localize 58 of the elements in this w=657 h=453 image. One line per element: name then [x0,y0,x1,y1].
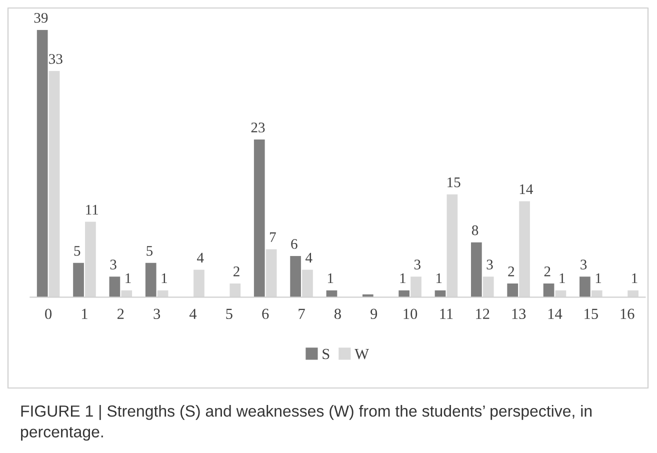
bar [580,276,590,298]
bar [145,262,156,298]
legend-label: W [354,349,369,360]
data-label: 5 [146,246,153,256]
x-tick-label: 4 [189,308,197,319]
legend-label: S [322,348,330,360]
bar [507,283,518,298]
x-tick-label: 0 [45,308,52,320]
x-tick-label: 7 [298,308,305,319]
data-label: 33 [49,54,62,64]
x-tick-label: 5 [226,308,232,320]
caption: FIGURE 1 | Strengths (S) and weaknesses (W) from the students’ perspective, in percentage. [21,405,592,441]
x-tick-label: 14 [548,308,562,319]
x-tick-label: 10 [404,308,418,320]
x-tick-label: 8 [334,308,341,320]
data-label: 11 [86,204,98,215]
bar [254,140,265,298]
data-label: 14 [520,184,533,194]
data-label: 39 [34,12,48,23]
data-label: 1 [126,273,131,284]
data-label: 3 [110,260,116,270]
data-label: 7 [270,232,276,242]
data-label: 5 [74,246,80,256]
data-label: 4 [197,252,204,262]
data-label: 3 [580,260,587,270]
x-tick-label: 16 [620,308,634,320]
bar [36,30,48,298]
x-tick-label: 2 [118,308,124,319]
data-label: 1 [632,273,638,284]
data-label: 1 [596,273,602,284]
bar [73,262,84,298]
x-tick-label: 13 [512,308,526,320]
bar [471,242,482,298]
data-label: 15 [448,177,460,188]
bar [109,276,120,298]
data-label: 23 [251,122,265,132]
data-label: 2 [234,266,240,276]
data-label: 4 [306,252,312,262]
data-label: 3 [486,260,493,270]
x-tick-label: 6 [262,308,269,320]
data-label: 1 [400,273,406,284]
data-label: 1 [560,273,565,284]
data-label: 2 [508,266,514,276]
data-label: 2 [544,266,550,276]
x-tick-label: 9 [370,308,378,320]
data-label: 3 [414,260,420,270]
x-tick-label: 3 [154,308,160,320]
data-label: 6 [291,239,298,249]
data-label: 1 [436,273,442,284]
x-tick-label: 15 [584,308,598,320]
x-tick-label: 12 [476,308,490,319]
bar [543,283,554,298]
data-label: 1 [328,273,334,284]
x-tick-label: 1 [82,308,88,319]
x-tick-label: 11 [440,308,453,319]
bar [290,256,301,298]
data-label: 8 [472,225,478,236]
data-label: 1 [162,273,167,284]
